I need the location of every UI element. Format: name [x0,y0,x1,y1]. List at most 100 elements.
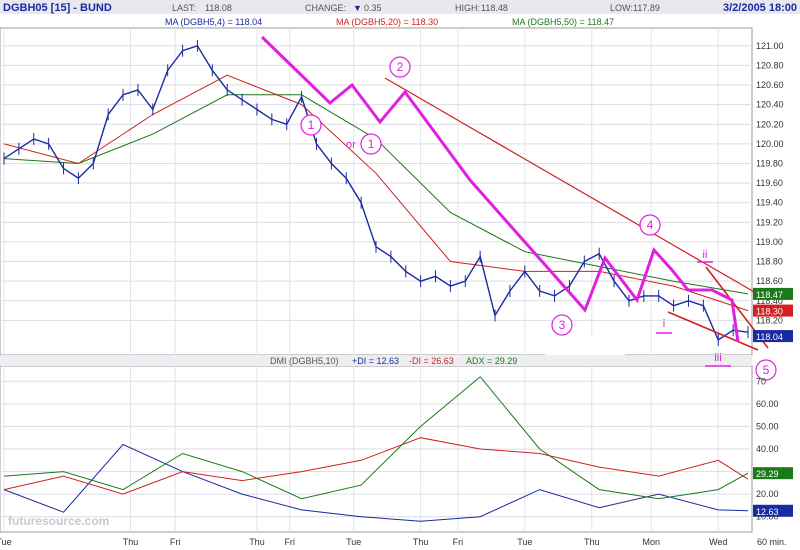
wedge-lower-line [667,311,759,351]
dmi-series-layer [3,376,749,522]
x-axis: Tue Thu Fri Thu Fri Tue Thu Fri Tue Thu Mon Wed 60 m… [0,537,787,547]
svg-text:2: 2 [397,60,404,74]
legend-ma4: MA (DGBH5,4) = 118.04 [165,17,262,27]
symbol-title: DGBH05 [15] - BUND [3,2,112,14]
price-tick-label: 118.20 [756,315,783,325]
dmi-legend-base: DMI (DGBH5,10) [270,356,339,366]
wave-label-5: 5 [755,359,777,381]
dmi-tick-label: 70 [756,376,766,386]
subwave-i: i [656,318,672,334]
change-value: 0.35 [364,3,382,13]
x-tick-label: Wed [709,537,727,547]
last-label: LAST: [172,3,196,13]
x-tick-label: Thu [584,537,600,547]
dmi-tick-label: 50.00 [756,421,779,431]
dmi-series-2 [3,376,749,500]
svg-text:1: 1 [308,118,315,132]
wave-label-4: 4 [639,214,661,236]
subwave-ii: ii [697,249,713,263]
x-tick-label: Fri [284,537,295,547]
price-tick-label: 119.20 [756,217,783,227]
price-gridlines [0,28,752,355]
price-tick-label: 118.40 [756,296,783,306]
x-interval-label: 60 min. [757,537,787,547]
high-value: 118.48 [481,3,508,13]
x-tick-label: Thu [413,537,429,547]
dmi-tick-label: 40.00 [756,444,779,454]
price-tick-label: 119.00 [756,237,783,247]
svg-text:3: 3 [559,318,566,332]
x-tick-label: Fri [453,537,464,547]
svg-text:4: 4 [647,218,654,232]
svg-text:1: 1 [368,137,375,151]
x-tick-label: Thu [123,537,139,547]
x-tick-label: Thu [249,537,265,547]
wave-label-1: 1 [300,114,322,136]
header-bar [0,0,800,14]
price-series-layer [3,39,749,346]
price-tick-label: 120.60 [756,80,784,90]
dmi-axis: 7060.0050.0040.0030.0020.0010.0029.2912.… [753,376,793,522]
price-flag-box [753,304,793,317]
datetime: 3/2/2005 18:00 [723,2,797,14]
price-tick-label: 120.40 [756,100,784,110]
price-panel [0,27,753,356]
price-tick-label: 119.40 [756,198,783,208]
legend-ma20: MA (DGBH5,20) = 118.30 [336,17,438,27]
price-tick-label: 119.60 [756,178,783,188]
high-label: HIGH: [455,3,480,13]
dmi-series-1 [3,437,749,495]
x-tick-label: Tue [0,537,12,547]
low-value: 117.89 [633,3,660,13]
panel-gap [545,336,625,355]
wave-label-1-alt: 1 [360,133,382,155]
dmi-tick-label: 20.00 [756,489,779,499]
dmi-flag-box [753,504,793,517]
change-arrow-icon: ▼ [353,3,362,13]
price-tick-label: 120.20 [756,119,784,129]
price-tick-label: 119.80 [756,158,783,168]
price-tick-label: 118.80 [756,257,783,267]
dmi-legend-mdi: -DI = 26.63 [409,356,454,366]
price-flag-label: 118.30 [756,307,783,317]
price-axis: 121.00 120.80 120.60 120.40 120.20 120.00 119.… [753,41,793,343]
price-flag-label: 118.04 [756,332,783,342]
legend-ma50: MA (DGBH5,50) = 118.47 [512,17,614,27]
last-value: 118.08 [205,3,232,13]
x-tick-label: Mon [643,537,661,547]
change-label: CHANGE: [305,3,346,13]
price-flag-label: 118.47 [756,290,783,300]
price-tick-label: 120.80 [756,60,784,70]
price-tick-label: 120.00 [756,139,784,149]
svg-text:i: i [663,318,665,330]
price-flag-box [753,287,793,300]
price-tick-label: 121.00 [756,41,784,51]
x-tick-label: Tue [346,537,361,547]
price-tick-label: 118.60 [756,276,783,286]
low-label: LOW: [610,3,633,13]
upper-trendline [384,77,769,301]
x-tick-label: Tue [517,537,532,547]
subwave-iii: iii [705,352,731,367]
dmi-flag-label: 29.29 [756,469,779,479]
wave-label-3: 3 [551,314,573,336]
wave-label-2: 2 [389,56,411,78]
dmi-legend-pdi: +DI = 12.63 [352,356,399,366]
dmi-gridlines [0,366,752,532]
svg-text:ii: ii [703,249,708,261]
svg-text:5: 5 [763,363,770,377]
svg-text:iii: iii [714,352,721,364]
dmi-flag-box [753,467,793,480]
wave-or-text: or [346,139,356,151]
price-flag-box [753,330,793,343]
dmi-series-0 [3,443,749,522]
elliott-wave-path [260,35,740,343]
x-tick-label: Fri [170,537,181,547]
dmi-legend-adx: ADX = 29.29 [466,356,517,366]
dmi-legend-bar [0,355,752,366]
watermark: futuresource.com [8,514,109,528]
dmi-tick-label: 60.00 [756,399,779,409]
dmi-flag-label: 12.63 [756,507,779,517]
price-series-1 [3,74,749,312]
